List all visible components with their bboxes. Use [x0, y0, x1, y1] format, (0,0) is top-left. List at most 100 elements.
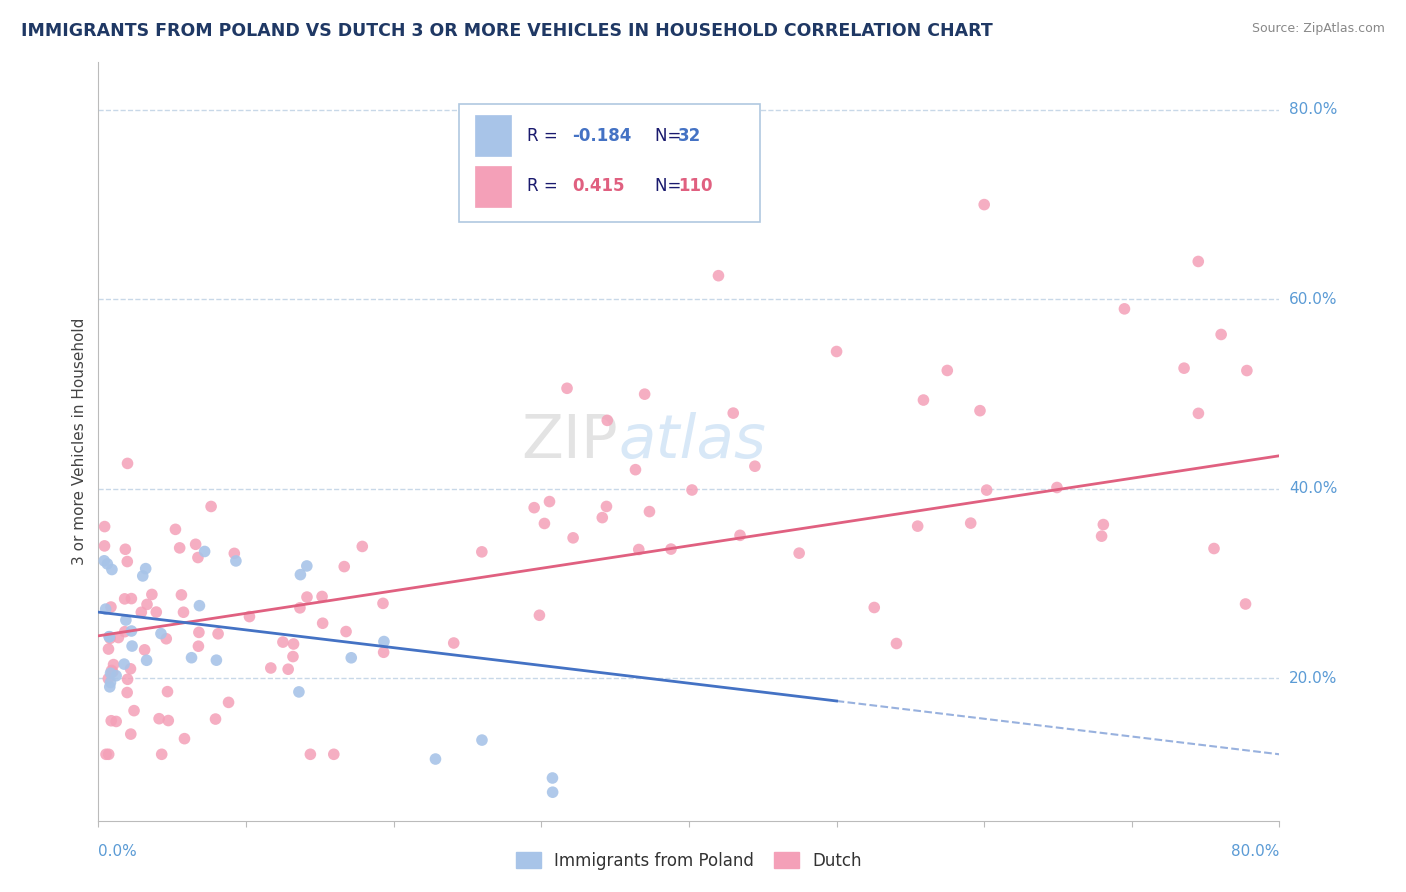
Point [187, 550, 209, 565]
Point [596, 413, 619, 427]
Text: 0.0%: 0.0% [98, 845, 138, 859]
Point [723, 406, 745, 420]
Point [93, 539, 115, 553]
Point [529, 608, 551, 623]
Point [976, 483, 998, 497]
Point [101, 562, 124, 576]
Point [205, 653, 228, 667]
Point [352, 540, 374, 554]
Point [194, 544, 217, 558]
Text: R =: R = [527, 178, 564, 195]
Point [973, 197, 995, 211]
Point [288, 685, 311, 699]
Point [634, 387, 657, 401]
Text: 20.0%: 20.0% [1289, 671, 1337, 686]
Point [335, 624, 357, 639]
Text: 80.0%: 80.0% [1289, 103, 1337, 118]
Point [787, 546, 810, 560]
Point [322, 747, 344, 762]
Point [188, 599, 211, 613]
Text: 32: 32 [678, 127, 702, 145]
Point [180, 650, 202, 665]
Point [105, 669, 128, 683]
Point [122, 704, 145, 718]
Point [173, 731, 195, 746]
Point [98, 630, 121, 644]
Point [1187, 406, 1209, 420]
Point [115, 613, 138, 627]
Point [103, 657, 125, 672]
Point [141, 587, 163, 601]
Point [100, 714, 122, 728]
Text: atlas: atlas [619, 412, 766, 471]
Point [907, 519, 929, 533]
Point [238, 609, 260, 624]
Point [97, 747, 120, 762]
Point [373, 645, 395, 659]
Point [120, 662, 142, 676]
Point [295, 558, 318, 573]
Point [150, 747, 173, 762]
Point [107, 631, 129, 645]
Point [744, 459, 766, 474]
Point [114, 624, 136, 639]
Point [94, 747, 117, 762]
Point [471, 545, 494, 559]
Point [134, 643, 156, 657]
Point [271, 635, 294, 649]
Point [1046, 481, 1069, 495]
Point [170, 588, 193, 602]
Text: -0.184: -0.184 [572, 127, 631, 145]
Text: Source: ZipAtlas.com: Source: ZipAtlas.com [1251, 22, 1385, 36]
Point [132, 569, 155, 583]
Text: 0.415: 0.415 [572, 178, 624, 195]
Bar [475, 166, 510, 207]
Point [100, 675, 122, 690]
Point [145, 605, 167, 619]
Point [728, 528, 751, 542]
Point [912, 392, 935, 407]
Point [523, 500, 546, 515]
Point [538, 494, 561, 508]
Point [863, 600, 886, 615]
Point [562, 531, 585, 545]
Point [200, 500, 222, 514]
Point [101, 665, 124, 679]
Text: N=: N= [655, 178, 686, 195]
Point [98, 680, 121, 694]
Point [295, 590, 318, 604]
Point [96, 557, 118, 571]
Point [97, 642, 120, 657]
Point [120, 727, 142, 741]
Point [471, 733, 494, 747]
Point [184, 537, 207, 551]
Point [120, 624, 142, 638]
Point [1090, 529, 1112, 543]
Point [135, 561, 157, 575]
Text: ZIP: ZIP [522, 412, 619, 471]
Point [340, 650, 363, 665]
Point [707, 268, 730, 283]
Point [624, 463, 647, 477]
Text: N=: N= [655, 127, 686, 145]
Point [596, 131, 619, 145]
Point [443, 636, 465, 650]
Point [1202, 541, 1225, 556]
FancyBboxPatch shape [458, 104, 759, 222]
Point [260, 661, 283, 675]
Point [1234, 597, 1257, 611]
Point [1114, 301, 1136, 316]
Point [283, 637, 305, 651]
Point [98, 632, 121, 646]
Text: 110: 110 [678, 178, 713, 195]
Legend: Immigrants from Poland, Dutch: Immigrants from Poland, Dutch [509, 846, 869, 877]
Point [100, 600, 122, 615]
Point [595, 500, 617, 514]
Point [555, 381, 578, 395]
Point [541, 785, 564, 799]
Point [290, 567, 312, 582]
Point [1187, 254, 1209, 268]
Text: R =: R = [527, 127, 564, 145]
Point [173, 605, 195, 619]
Point [136, 598, 159, 612]
